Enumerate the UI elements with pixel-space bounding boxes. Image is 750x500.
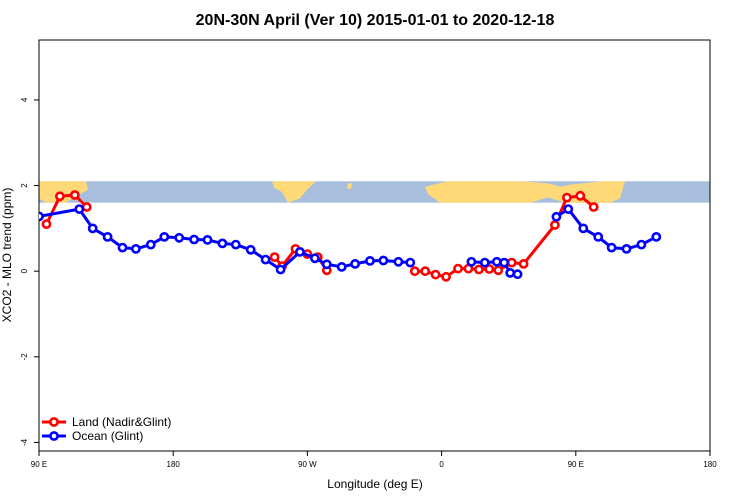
- map-land-shape: [272, 181, 316, 203]
- ocean-data-point: [174, 232, 185, 243]
- land-data-point: [562, 192, 572, 203]
- ocean-data-point: [606, 242, 617, 253]
- land-data-point: [409, 266, 420, 277]
- ocean-data-point: [245, 244, 256, 255]
- ocean-data-point: [159, 231, 170, 242]
- ocean-data-point: [512, 269, 523, 280]
- ocean-data-point: [189, 234, 199, 245]
- land-data-point: [575, 190, 586, 201]
- ocean-data-point: [230, 239, 241, 250]
- y-tick-label: -2: [20, 353, 29, 361]
- chart-title: 20N-30N April (Ver 10) 2015-01-01 to 202…: [196, 12, 555, 29]
- land-data-point: [55, 191, 65, 202]
- legend-land-label: Land (Nadir&Glint): [72, 415, 171, 429]
- ocean-data-point: [102, 231, 113, 242]
- x-tick-label: 180: [167, 460, 181, 469]
- map-land-shape: [517, 190, 522, 197]
- ocean-data-point: [393, 256, 404, 267]
- ocean-data-point: [74, 204, 85, 214]
- ocean-data-point: [130, 243, 141, 254]
- ocean-data-point: [309, 253, 320, 264]
- x-axis: 90 E 180 90 W 0 90 E 180: [31, 451, 717, 469]
- ocean-data-point: [202, 234, 213, 245]
- x-tick-label: 180: [703, 460, 717, 469]
- ocean-data-point: [350, 258, 360, 269]
- land-data-point: [269, 252, 280, 262]
- world-map-band: [39, 181, 710, 203]
- ocean-data-point: [491, 256, 502, 267]
- y-axis: -4 -2 0 2 4: [20, 97, 39, 446]
- y-tick-label: 4: [20, 97, 29, 102]
- ocean-data-point: [551, 211, 562, 222]
- land-data-point: [430, 269, 441, 280]
- land-data-point: [69, 190, 80, 200]
- land-data-point: [484, 264, 495, 274]
- ocean-data-point: [466, 256, 477, 267]
- land-data-point: [493, 265, 504, 276]
- map-land-shape: [347, 183, 352, 189]
- land-data-point: [588, 202, 599, 212]
- map-land-shape: [425, 181, 625, 203]
- ocean-data-point: [636, 239, 647, 250]
- ocean-data-point: [593, 231, 604, 242]
- y-tick-label: -4: [20, 438, 29, 446]
- ocean-data-point: [145, 239, 156, 250]
- ocean-data-point: [563, 204, 574, 214]
- x-tick-label: 90 E: [31, 460, 47, 469]
- ocean-data-point: [275, 264, 286, 275]
- legend-land-marker: [49, 417, 59, 427]
- land-data-point: [453, 263, 463, 274]
- land-data-point: [420, 266, 431, 277]
- ocean-data-point: [294, 246, 305, 257]
- x-tick-label: 0: [439, 460, 444, 469]
- x-tick-label: 90 E: [568, 460, 584, 469]
- ocean-data-point: [217, 238, 228, 249]
- ocean-data-point: [578, 223, 589, 234]
- legend-ocean-label: Ocean (Glint): [72, 429, 143, 443]
- ocean-data-point: [336, 261, 347, 272]
- ocean-data-point: [260, 254, 271, 265]
- plot-frame: [38, 39, 711, 452]
- ocean-data-point: [499, 257, 510, 268]
- y-tick-label: 0: [20, 268, 29, 273]
- ocean-data-point: [378, 255, 389, 266]
- ocean-data-point: [621, 243, 632, 254]
- ocean-data-point: [321, 259, 332, 270]
- ocean-data-point: [505, 267, 516, 278]
- map-land-shape: [39, 181, 88, 203]
- ocean-data-point: [117, 242, 128, 253]
- land-data-point: [550, 220, 560, 230]
- land-data-point: [41, 219, 52, 229]
- ocean-data-point: [365, 255, 375, 266]
- legend-ocean-marker: [49, 431, 59, 441]
- ocean-data-point: [651, 231, 662, 242]
- land-series-line: [45, 193, 88, 225]
- land-data-point: [506, 257, 517, 268]
- y-axis-label: XCO2 - MLO trend (ppm): [0, 188, 14, 323]
- ocean-data-point: [39, 211, 44, 222]
- x-tick-label: 90 W: [298, 460, 317, 469]
- land-data-point: [473, 264, 484, 275]
- ocean-data-point: [479, 257, 490, 268]
- land-data-point: [518, 258, 529, 269]
- land-data-point: [441, 271, 451, 282]
- ocean-data-point: [87, 223, 98, 234]
- legend: Land (Nadir&Glint)Ocean (Glint): [42, 415, 171, 443]
- series-layer: [39, 190, 662, 282]
- x-axis-label: Longitude (deg E): [327, 477, 422, 491]
- y-tick-label: 2: [20, 183, 29, 188]
- ocean-data-point: [405, 257, 416, 268]
